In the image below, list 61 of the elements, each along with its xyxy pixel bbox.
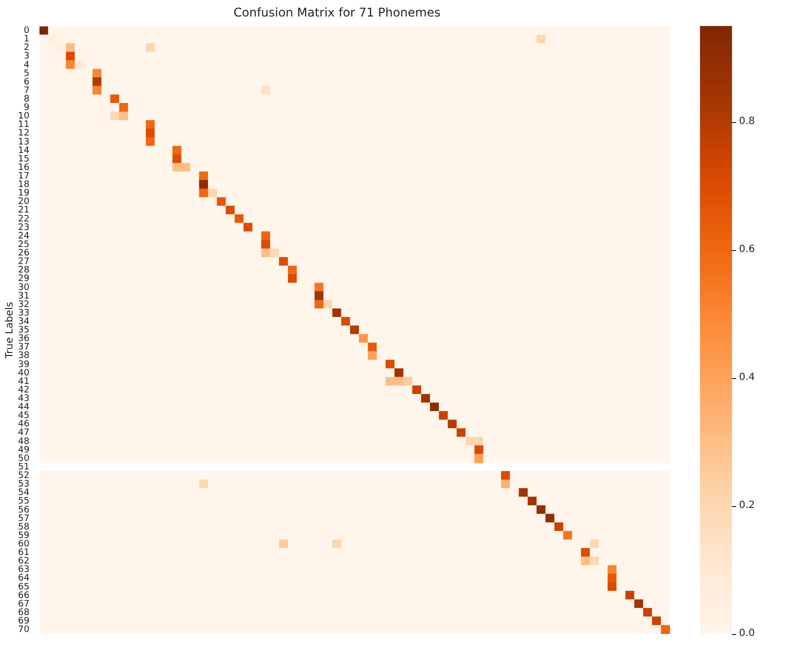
y-tick-label: 54 (18, 488, 30, 498)
y-tick-label: 13 (18, 137, 30, 148)
y-tick-label: 31 (18, 291, 30, 302)
y-tick-label: 43 (18, 394, 30, 404)
y-tick-label: 46 (18, 420, 30, 430)
y-tick-label: 23 (18, 222, 30, 233)
color-bar-label: 0.2 (739, 500, 755, 512)
y-tick-label: 40 (18, 368, 30, 378)
y-tick-label: 51 (18, 462, 30, 472)
y-tick-label: 41 (18, 376, 30, 387)
y-tick-label: 18 (18, 180, 30, 190)
y-tick-label: 48 (18, 436, 30, 447)
y-tick-label: 3 (24, 52, 30, 62)
y-tick-label: 65 (18, 582, 30, 592)
y-tick-label: 47 (18, 428, 30, 438)
color-bar-label: 0.0 (739, 628, 755, 640)
y-tick-label: 56 (18, 505, 30, 516)
y-tick-label: 21 (18, 206, 30, 216)
y-tick-label: 64 (18, 574, 30, 584)
y-tick-label: 24 (18, 231, 30, 242)
y-tick-label: 68 (18, 608, 30, 618)
y-tick-label: 67 (18, 599, 30, 610)
y-tick-label: 53 (18, 480, 30, 490)
y-tick-label: 42 (18, 385, 30, 396)
y-tick-label: 34 (18, 316, 30, 327)
y-tick-label: 25 (18, 240, 30, 250)
y-tick-label: 0 (24, 26, 30, 36)
y-tick-label: 30 (18, 282, 30, 293)
color-bar-label: 0.4 (739, 372, 755, 384)
y-tick-label: 5 (24, 68, 30, 79)
y-tick-label: 39 (18, 360, 30, 370)
y-tick-label: 29 (18, 274, 30, 284)
y-tick-label: 6 (24, 77, 30, 88)
y-tick-label: 33 (18, 308, 30, 318)
y-tick-label: 49 (18, 445, 30, 456)
y-tick-label: 15 (18, 154, 30, 164)
y-tick-label: 14 (18, 146, 30, 156)
y-tick-label: 57 (18, 514, 30, 524)
chart-title: Confusion Matrix for 71 Phonemes (234, 5, 440, 20)
y-tick-label: 58 (18, 522, 30, 532)
y-tick-label: 55 (18, 496, 30, 507)
y-axis-title: True Labels (4, 302, 16, 360)
y-tick-label: 12 (18, 128, 30, 139)
y-tick-label: 69 (18, 616, 30, 627)
y-tick-label: 70 (18, 625, 30, 636)
y-tick-label: 8 (24, 94, 30, 104)
y-tick-label: 32 (18, 300, 30, 310)
y-tick-label: 22 (18, 214, 30, 224)
y-tick-label: 59 (18, 530, 30, 541)
y-tick-label: 9 (24, 103, 30, 114)
color-bar-label: 0.6 (739, 244, 755, 256)
y-tick-label: 10 (18, 112, 30, 122)
y-tick-label: 16 (18, 162, 30, 173)
y-tick-label: 7 (24, 86, 30, 96)
y-tick-label: 4 (24, 60, 30, 70)
color-bar-label: 0.8 (739, 116, 755, 128)
y-tick-label: 50 (18, 454, 30, 464)
y-tick-label: 38 (18, 351, 30, 362)
y-tick-label: 60 (18, 539, 30, 550)
y-tick-label: 66 (18, 590, 30, 601)
y-tick-label: 44 (18, 402, 30, 413)
